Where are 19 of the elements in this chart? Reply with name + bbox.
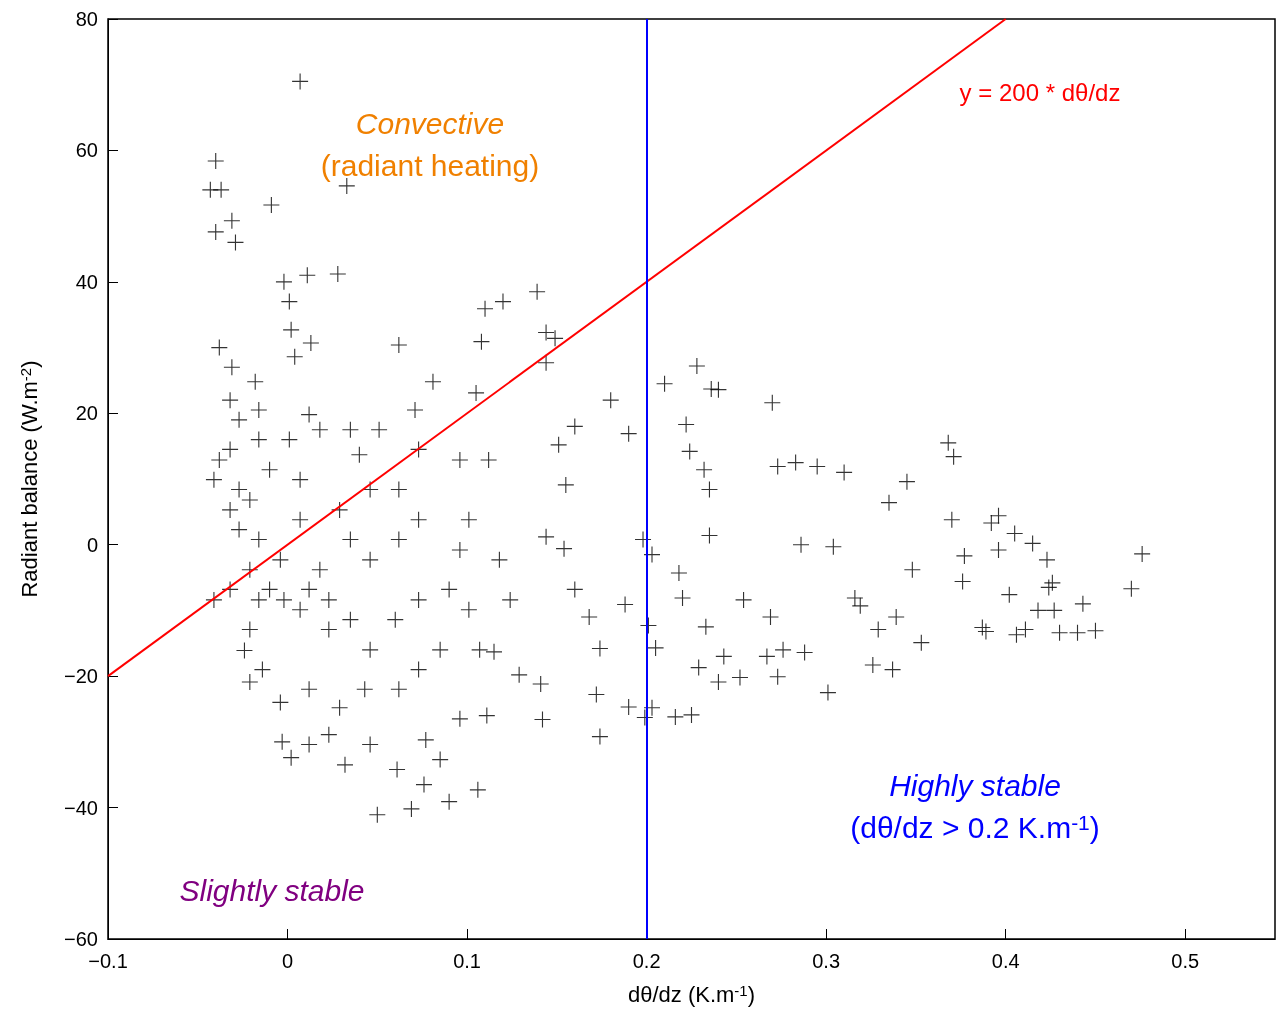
y-tick-label: 0 xyxy=(86,533,98,556)
annotation: Convective (radiant heating) xyxy=(320,106,540,182)
y-tick-label: 80 xyxy=(75,8,98,30)
y-tick-label: 20 xyxy=(75,402,98,425)
annotation: y = 200 * dθ/dz xyxy=(959,78,1121,106)
x-tick-label: 0 xyxy=(281,950,294,972)
y-tick-label: 60 xyxy=(75,139,98,162)
y-tick-label: 40 xyxy=(75,270,98,293)
x-tick-label: 0.3 xyxy=(812,950,841,972)
y-tick-label: −60 xyxy=(64,928,98,950)
annotation: Slightly stable xyxy=(179,873,365,907)
y-tick-label: −20 xyxy=(64,665,98,688)
x-tick-label: 0.5 xyxy=(1171,950,1200,972)
x-tick-label: 0.1 xyxy=(453,950,481,972)
y-axis-title: Radiant balance (W.m-2) xyxy=(16,360,42,598)
y-tick-label: −40 xyxy=(64,796,98,819)
x-tick-label: −0.1 xyxy=(88,950,128,972)
x-tick-label: 0.2 xyxy=(632,950,661,972)
x-tick-label: 0.4 xyxy=(991,950,1020,972)
